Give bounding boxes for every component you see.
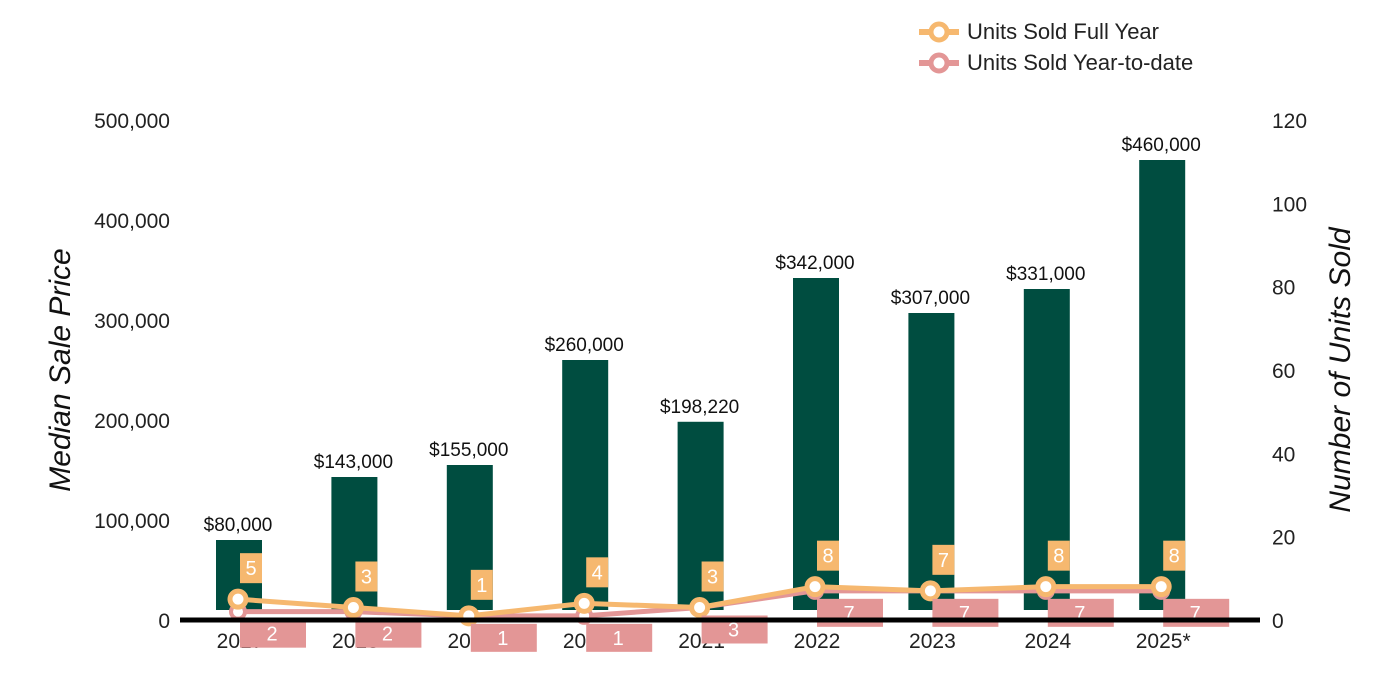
y2-tick-label: 80 bbox=[1272, 277, 1295, 300]
y2-tick-label: 100 bbox=[1272, 193, 1307, 216]
full-year-label-box bbox=[817, 540, 839, 571]
full-year-label-box bbox=[470, 569, 493, 600]
y2-tick-label: 0 bbox=[1272, 610, 1284, 633]
ytd-value-label: 1 bbox=[613, 628, 624, 650]
ytd-value-label: 3 bbox=[728, 620, 739, 642]
ytd-label-box bbox=[586, 623, 653, 652]
y2-tick-label: 60 bbox=[1272, 360, 1295, 383]
legend-item-ytd: Units Sold Year-to-date bbox=[919, 50, 1193, 75]
y-axis-title: Median Sale Price bbox=[44, 248, 77, 491]
bar-2025* bbox=[1139, 160, 1186, 610]
y-tick-label: 400,000 bbox=[94, 210, 170, 233]
legend-marker-full-year bbox=[928, 21, 950, 43]
legend-label-ytd: Units Sold Year-to-date bbox=[967, 50, 1193, 75]
full-year-value-label: 5 bbox=[245, 558, 256, 580]
point-full-year bbox=[1150, 576, 1172, 598]
y-tick-label: 300,000 bbox=[94, 310, 170, 333]
full-year-label-box bbox=[701, 561, 724, 592]
ytd-label-box bbox=[470, 623, 537, 652]
y-tick-label: 200,000 bbox=[94, 410, 170, 433]
x-tick-label: 2023 bbox=[909, 630, 956, 653]
y-tick-label: 0 bbox=[158, 610, 170, 633]
bar-value-label: $342,000 bbox=[775, 253, 854, 274]
legend: Units Sold Full Year Units Sold Year-to-… bbox=[919, 19, 1193, 75]
full-year-value-label: 3 bbox=[707, 567, 718, 589]
point-full-year bbox=[804, 576, 826, 598]
point-full-year bbox=[227, 588, 249, 610]
y2-tick-label: 40 bbox=[1272, 443, 1295, 466]
ytd-value-label: 2 bbox=[266, 624, 277, 646]
ytd-label-box bbox=[355, 619, 422, 648]
x-tick-label: 2022 bbox=[794, 630, 841, 653]
ytd-value-label: 7 bbox=[959, 603, 970, 625]
bar-value-label: $260,000 bbox=[545, 335, 624, 356]
ytd-value-label: 2 bbox=[382, 624, 393, 646]
bar-value-label: $143,000 bbox=[314, 452, 393, 473]
bar-value-label: $307,000 bbox=[891, 288, 970, 309]
full-year-label-box bbox=[1047, 540, 1070, 571]
y-tick-label: 100,000 bbox=[94, 510, 170, 533]
full-year-value-label: 8 bbox=[822, 546, 833, 568]
full-year-value-label: 4 bbox=[592, 562, 603, 584]
bar-value-label: $198,220 bbox=[660, 397, 739, 418]
bar-value-label: $80,000 bbox=[204, 515, 273, 536]
point-full-year bbox=[919, 580, 941, 602]
bar-value-label: $331,000 bbox=[1006, 264, 1085, 285]
full-year-label-box bbox=[932, 544, 955, 575]
x-tick-label: 2024 bbox=[1024, 630, 1071, 653]
y2-axis-title: Number of Units Sold bbox=[1324, 226, 1357, 512]
full-year-value-label: 8 bbox=[1053, 546, 1064, 568]
legend-marker-ytd bbox=[928, 52, 950, 74]
full-year-value-label: 3 bbox=[361, 567, 372, 589]
legend-item-full-year: Units Sold Full Year bbox=[919, 19, 1159, 44]
legend-label-full-year: Units Sold Full Year bbox=[967, 19, 1159, 44]
full-year-label-box bbox=[355, 561, 378, 592]
y2-tick-label: 120 bbox=[1272, 110, 1307, 133]
x-tick-label: 2025* bbox=[1136, 630, 1191, 653]
full-year-value-label: 8 bbox=[1169, 546, 1180, 568]
point-full-year bbox=[342, 597, 364, 618]
ytd-label-box bbox=[240, 619, 306, 648]
full-year-value-label: 7 bbox=[938, 550, 949, 572]
y2-tick-label: 20 bbox=[1272, 527, 1295, 550]
ytd-value-label: 7 bbox=[1190, 603, 1201, 625]
bar-value-label: $460,000 bbox=[1122, 135, 1201, 156]
full-year-value-label: 1 bbox=[476, 575, 487, 597]
full-year-label-box bbox=[240, 553, 262, 584]
point-full-year bbox=[573, 592, 595, 614]
full-year-label-box bbox=[586, 557, 609, 588]
point-full-year bbox=[1035, 576, 1057, 598]
y-tick-label: 500,000 bbox=[94, 110, 170, 133]
ytd-value-label: 7 bbox=[843, 603, 854, 625]
bar-value-label: $155,000 bbox=[429, 440, 508, 461]
ytd-value-label: 7 bbox=[1074, 603, 1085, 625]
point-full-year bbox=[689, 597, 711, 618]
ytd-value-label: 1 bbox=[497, 628, 508, 650]
full-year-label-box bbox=[1163, 540, 1186, 571]
